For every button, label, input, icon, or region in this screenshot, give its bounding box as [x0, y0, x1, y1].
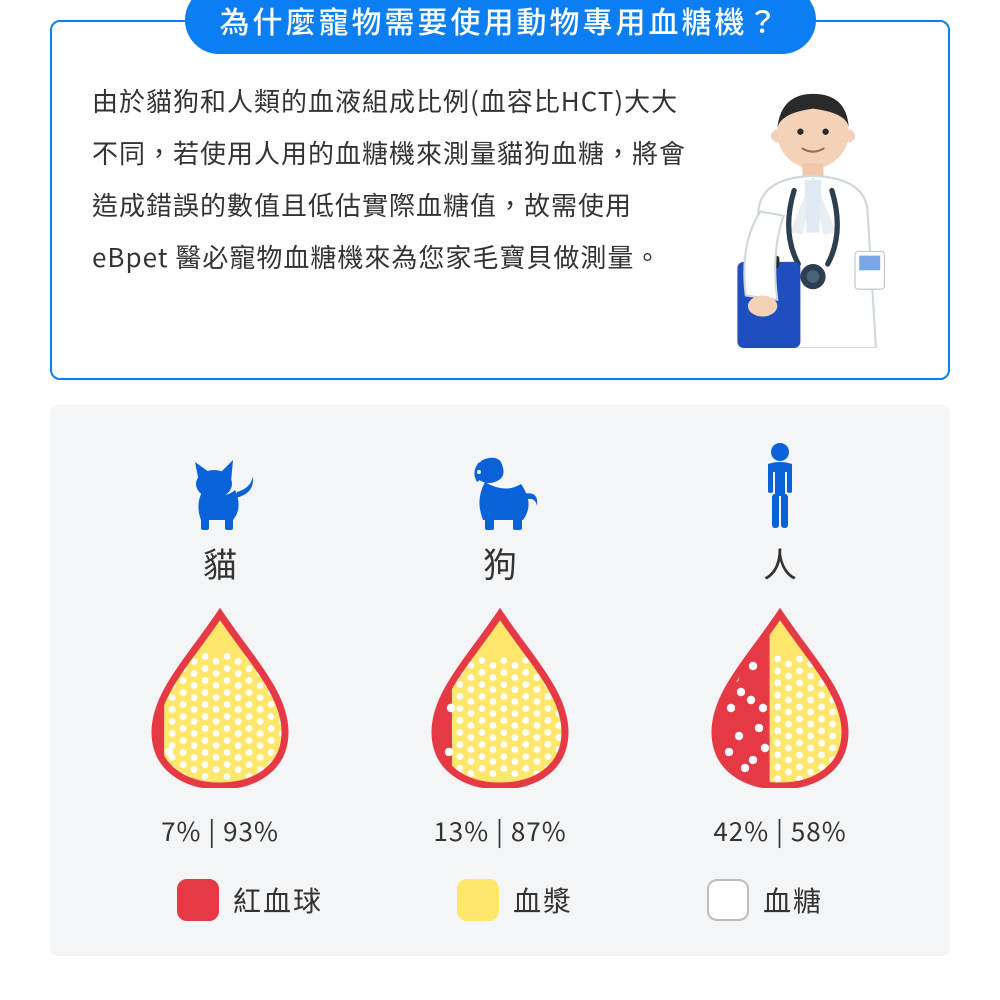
title-banner: 為什麼寵物需要使用動物專用血糖機？ — [185, 0, 816, 54]
human-icon — [758, 445, 802, 530]
blood-drop — [425, 605, 575, 790]
percentage-text: 42% | 58% — [713, 812, 846, 849]
blood-drop — [145, 605, 295, 790]
percentage-text: 7% | 93% — [161, 812, 279, 849]
legend-item-1: 血漿 — [457, 879, 573, 921]
species-label: 貓 — [203, 538, 237, 587]
species-col-dog: 狗 13% | 87% — [370, 445, 630, 849]
legend-swatch — [457, 879, 499, 921]
legend-swatch — [177, 879, 219, 921]
legend-item-0: 紅血球 — [177, 879, 323, 921]
info-card: 為什麼寵物需要使用動物專用血糖機？ 由於貓狗和人類的血液組成比例(血容比HCT)… — [50, 20, 950, 380]
legend-swatch — [707, 879, 749, 921]
doctor-illustration — [708, 75, 918, 348]
blood-drop — [705, 605, 855, 790]
description-text: 由於貓狗和人類的血液組成比例(血容比HCT)大大不同，若使用人用的血糖機來測量貓… — [92, 75, 698, 348]
percentage-text: 13% | 87% — [433, 812, 566, 849]
legend-label: 血糖 — [763, 880, 823, 920]
species-col-cat: 貓 7% | 93% — [90, 445, 350, 849]
species-label: 人 — [763, 538, 797, 587]
legend-label: 血漿 — [513, 880, 573, 920]
dog-icon — [455, 445, 545, 530]
legend-label: 紅血球 — [233, 880, 323, 920]
species-label: 狗 — [483, 538, 517, 587]
comparison-chart: 貓 7% | 93% 狗 — [50, 405, 950, 956]
cat-icon — [181, 445, 259, 530]
legend-item-2: 血糖 — [707, 879, 823, 921]
species-col-human: 人 42% | 58% — [650, 445, 910, 849]
